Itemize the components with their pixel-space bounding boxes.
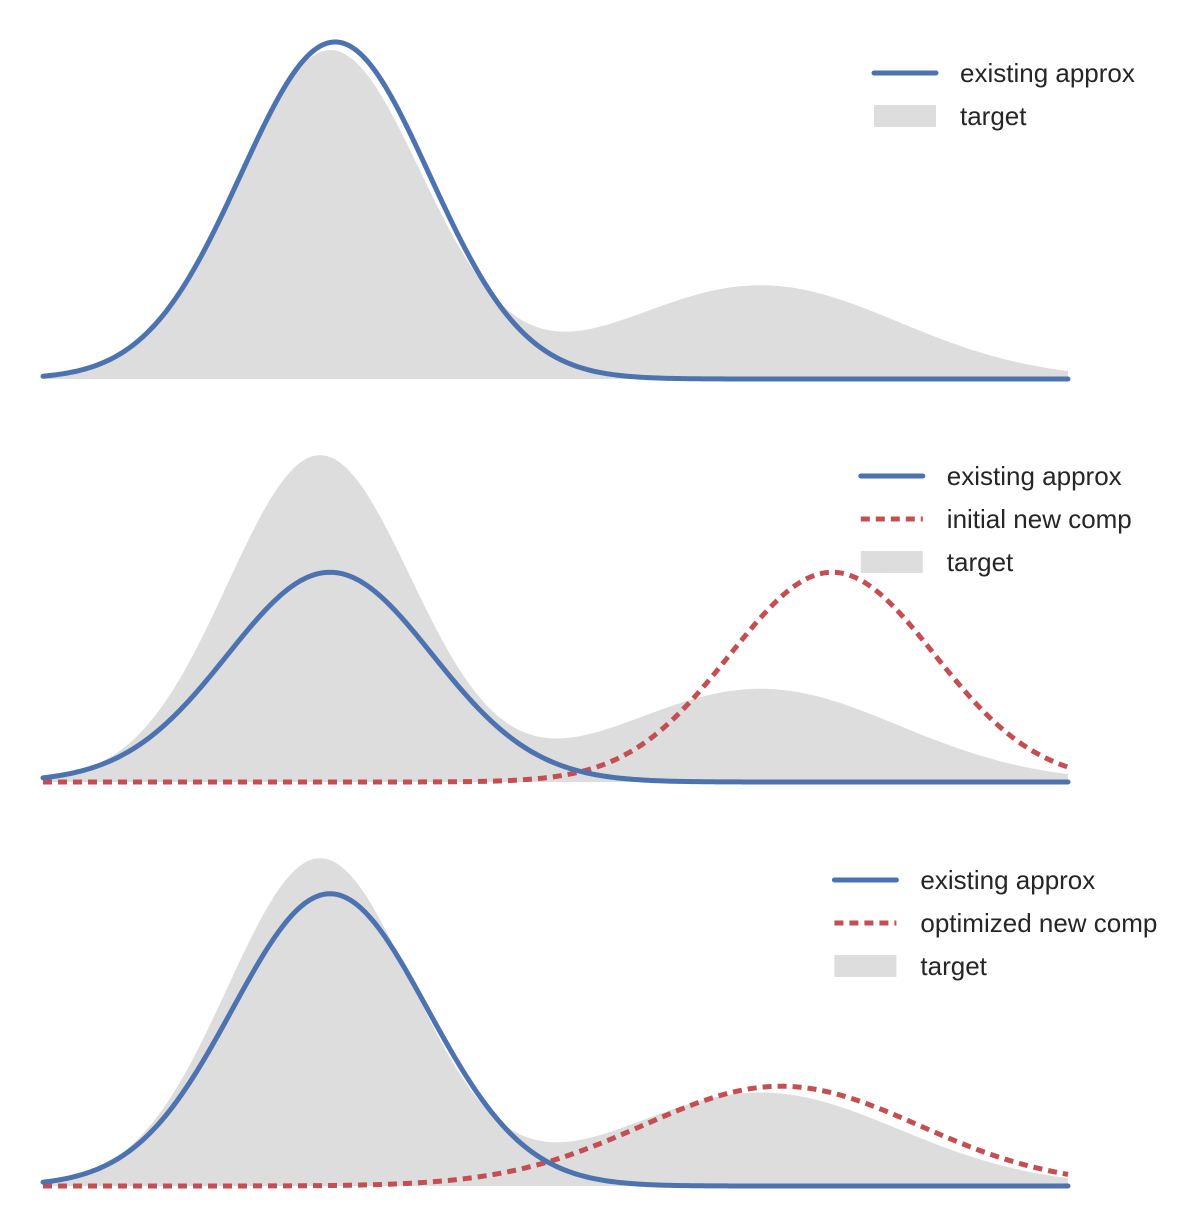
chart-panel-3: existing approx optimized new comp target — [40, 858, 1157, 1189]
legend-label: existing approx — [960, 58, 1135, 88]
target-area — [43, 858, 1068, 1186]
legend-label: optimized new comp — [920, 908, 1157, 938]
existing-approx-line — [40, 891, 1071, 1189]
legend-label: target — [947, 547, 1014, 577]
new-comp-line — [43, 569, 1069, 785]
chart-panel-2: existing approx initial new comp target — [40, 455, 1132, 785]
legend-target-swatch — [874, 105, 936, 127]
chart-panel-1: existing approx target — [40, 39, 1135, 382]
legend: existing approx optimized new comp target — [831, 865, 1157, 981]
legend-label: existing approx — [947, 461, 1122, 491]
legend-label: target — [960, 101, 1027, 131]
target-area — [43, 455, 1068, 782]
legend-label: existing approx — [920, 865, 1095, 895]
legend-target-swatch — [860, 551, 923, 573]
existing-approx-line — [40, 39, 1071, 382]
target-area — [43, 50, 1068, 379]
legend: existing approx initial new comp target — [858, 461, 1132, 577]
legend: existing approx target — [871, 58, 1135, 131]
existing-approx-line — [40, 569, 1071, 785]
legend-label: target — [920, 951, 987, 981]
legend-label: initial new comp — [947, 504, 1132, 534]
new-comp-line — [43, 1083, 1069, 1189]
legend-target-swatch — [834, 955, 897, 977]
